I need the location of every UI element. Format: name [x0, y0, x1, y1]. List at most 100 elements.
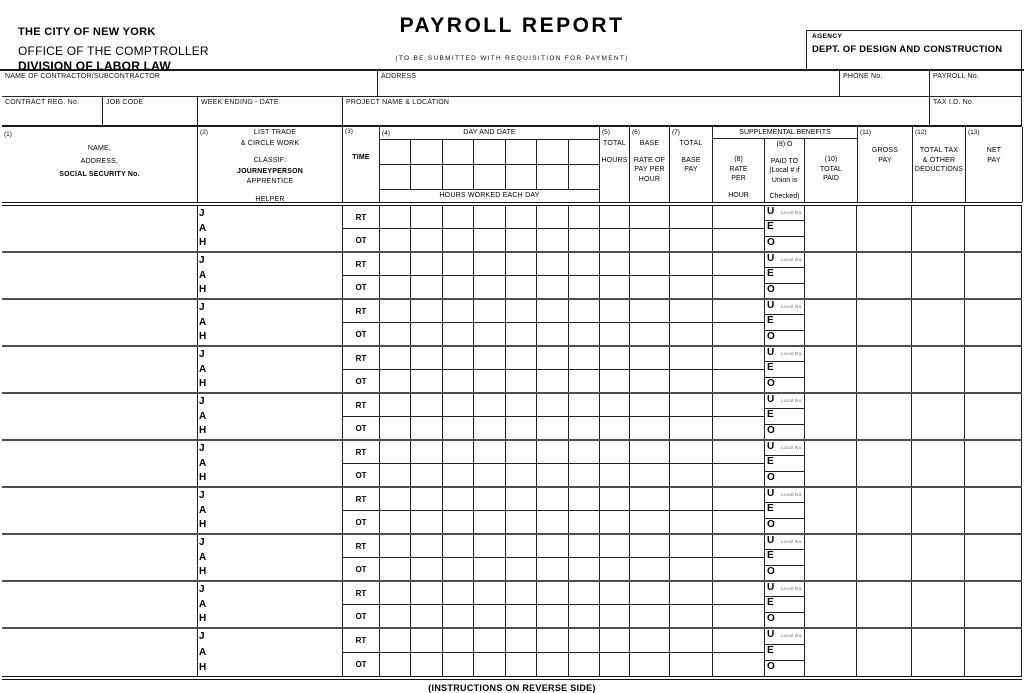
- rt-hours-cell[interactable]: [411, 394, 442, 417]
- ot-hours-cell[interactable]: [443, 276, 473, 298]
- regular-time-row[interactable]: RT: [343, 488, 379, 511]
- gross-pay-cell[interactable]: [857, 300, 912, 345]
- rt-hours-cell[interactable]: [505, 441, 537, 464]
- deductions-cell[interactable]: [912, 253, 965, 298]
- total-base-pay-rt[interactable]: [670, 535, 712, 558]
- ot-hours-cell[interactable]: [569, 229, 599, 251]
- rt-hours-cell[interactable]: [568, 253, 599, 276]
- overtime-row[interactable]: OT: [343, 464, 379, 486]
- trade-classification-cell[interactable]: J A H: [198, 488, 343, 533]
- ot-hours-cell[interactable]: [474, 605, 504, 627]
- day-name-cell[interactable]: [506, 140, 538, 164]
- overtime-row[interactable]: OT: [343, 653, 379, 676]
- ot-hours-cell[interactable]: [537, 417, 567, 439]
- rt-hours-cell[interactable]: [568, 535, 599, 558]
- gross-pay-cell[interactable]: [857, 347, 912, 392]
- paid-to-union-option[interactable]: U Local No.: [765, 253, 804, 267]
- ot-hours-cell[interactable]: [506, 605, 536, 627]
- total-base-pay-rt[interactable]: [670, 488, 712, 511]
- base-rate-rt[interactable]: [630, 300, 669, 323]
- gross-pay-cell[interactable]: [857, 206, 912, 251]
- worker-name-cell[interactable]: [2, 253, 198, 298]
- base-rate-rt[interactable]: [630, 535, 669, 558]
- rt-hours-cell[interactable]: [474, 394, 505, 417]
- ot-hours-cell[interactable]: [411, 605, 441, 627]
- base-rate-rt[interactable]: [630, 253, 669, 276]
- trade-classification-cell[interactable]: J A H: [198, 629, 343, 676]
- gross-pay-cell[interactable]: [857, 582, 912, 627]
- paid-to-employee-option[interactable]: E: [765, 408, 804, 425]
- trade-classification-cell[interactable]: J A H: [198, 253, 343, 298]
- trade-classification-cell[interactable]: J A H: [198, 206, 343, 251]
- paid-to-employee-option[interactable]: E: [765, 455, 804, 472]
- total-base-pay-ot[interactable]: [670, 558, 712, 580]
- ot-hours-cell[interactable]: [506, 323, 536, 345]
- ot-hours-cell[interactable]: [569, 653, 599, 676]
- rt-hours-cell[interactable]: [537, 535, 568, 558]
- total-paid-cell[interactable]: [805, 300, 857, 345]
- deductions-cell[interactable]: [912, 206, 965, 251]
- ot-hours-cell[interactable]: [474, 229, 504, 251]
- paid-to-other-option[interactable]: O: [765, 331, 804, 345]
- rt-hours-cell[interactable]: [568, 394, 599, 417]
- ot-hours-cell[interactable]: [474, 370, 504, 392]
- net-pay-cell[interactable]: [965, 253, 1022, 298]
- rt-hours-cell[interactable]: [380, 582, 411, 605]
- rt-hours-cell[interactable]: [568, 582, 599, 605]
- rt-hours-cell[interactable]: [442, 300, 474, 323]
- ot-hours-cell[interactable]: [569, 323, 599, 345]
- deductions-cell[interactable]: [912, 394, 965, 439]
- rt-hours-cell[interactable]: [568, 300, 599, 323]
- rt-hours-cell[interactable]: [411, 441, 442, 464]
- total-paid-cell[interactable]: [805, 347, 857, 392]
- rt-hours-cell[interactable]: [568, 347, 599, 370]
- regular-time-row[interactable]: RT: [343, 629, 379, 653]
- agency-box[interactable]: AGENCY DEPT. OF DESIGN AND CONSTRUCTION: [806, 30, 1022, 71]
- rt-hours-cell[interactable]: [380, 206, 411, 229]
- worker-name-cell[interactable]: [2, 347, 198, 392]
- deductions-cell[interactable]: [912, 535, 965, 580]
- rt-hours-cell[interactable]: [380, 441, 411, 464]
- rt-hours-cell[interactable]: [442, 488, 474, 511]
- total-base-pay-rt[interactable]: [670, 347, 712, 370]
- ot-hours-cell[interactable]: [411, 370, 441, 392]
- paid-to-union-option[interactable]: U Local No.: [765, 441, 804, 455]
- base-rate-ot[interactable]: [630, 511, 669, 533]
- rt-hours-cell[interactable]: [537, 347, 568, 370]
- rt-hours-cell[interactable]: [505, 347, 537, 370]
- ot-hours-cell[interactable]: [443, 511, 473, 533]
- regular-time-row[interactable]: RT: [343, 206, 379, 229]
- paid-to-other-option[interactable]: O: [765, 472, 804, 486]
- ot-hours-cell[interactable]: [569, 276, 599, 298]
- paid-to-union-option[interactable]: U Local No.: [765, 488, 804, 502]
- job-code-field[interactable]: JOB CODE: [103, 97, 198, 125]
- regular-time-row[interactable]: RT: [343, 300, 379, 323]
- base-rate-ot[interactable]: [630, 464, 669, 486]
- base-rate-ot[interactable]: [630, 276, 669, 298]
- total-hours-rt[interactable]: [600, 394, 629, 417]
- supp-rate-ot[interactable]: [713, 370, 764, 392]
- ot-hours-cell[interactable]: [443, 605, 473, 627]
- contract-reg-field[interactable]: CONTRACT REG. No.: [2, 97, 103, 125]
- regular-time-row[interactable]: RT: [343, 441, 379, 464]
- total-hours-ot[interactable]: [600, 653, 629, 676]
- rt-hours-cell[interactable]: [474, 629, 505, 653]
- paid-to-employee-option[interactable]: E: [765, 267, 804, 284]
- paid-to-union-option[interactable]: U Local No.: [765, 582, 804, 596]
- paid-to-union-option[interactable]: U Local No.: [765, 629, 804, 644]
- overtime-row[interactable]: OT: [343, 605, 379, 627]
- overtime-row[interactable]: OT: [343, 323, 379, 345]
- rt-hours-cell[interactable]: [505, 253, 537, 276]
- ot-hours-cell[interactable]: [380, 229, 410, 251]
- total-base-pay-rt[interactable]: [670, 394, 712, 417]
- base-rate-rt[interactable]: [630, 394, 669, 417]
- deductions-cell[interactable]: [912, 441, 965, 486]
- deductions-cell[interactable]: [912, 300, 965, 345]
- net-pay-cell[interactable]: [965, 347, 1022, 392]
- base-rate-ot[interactable]: [630, 417, 669, 439]
- net-pay-cell[interactable]: [965, 535, 1022, 580]
- ot-hours-cell[interactable]: [569, 558, 599, 580]
- total-base-pay-rt[interactable]: [670, 300, 712, 323]
- paid-to-other-option[interactable]: O: [765, 284, 804, 298]
- ot-hours-cell[interactable]: [443, 464, 473, 486]
